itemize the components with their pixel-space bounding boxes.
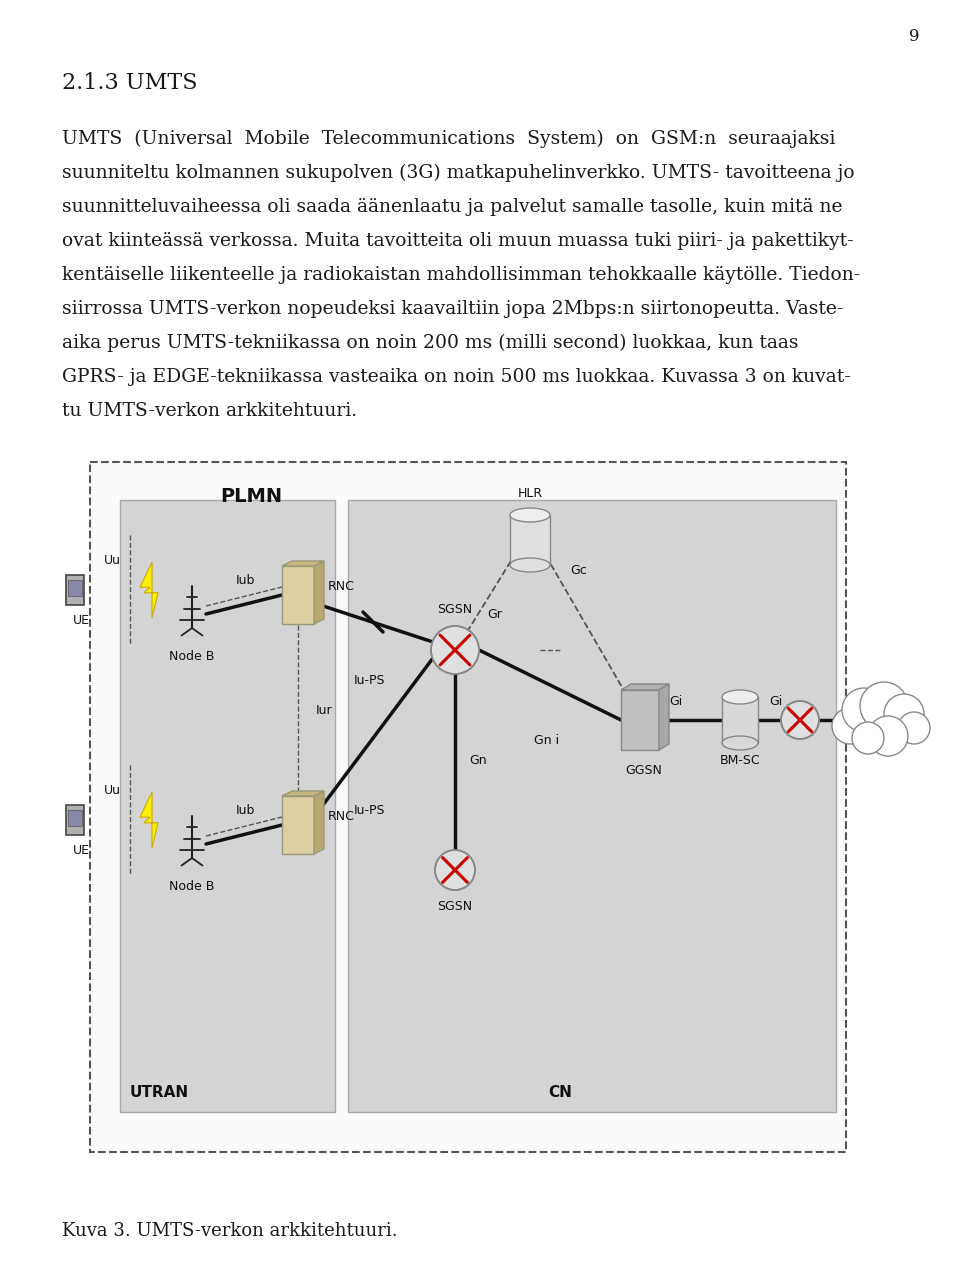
- Text: RNC: RNC: [328, 581, 355, 593]
- Text: siirrossa UMTS-verkon nopeudeksi kaavailtiin jopa 2Mbps:n siirtonopeutta. Vaste-: siirrossa UMTS-verkon nopeudeksi kaavail…: [62, 300, 844, 318]
- Text: Gc: Gc: [570, 564, 587, 577]
- Ellipse shape: [510, 558, 550, 572]
- Text: Iu-PS: Iu-PS: [354, 674, 386, 686]
- Circle shape: [435, 850, 475, 889]
- Text: SGSN: SGSN: [438, 900, 472, 914]
- Ellipse shape: [722, 690, 758, 704]
- Circle shape: [431, 627, 479, 674]
- Text: (e.g. Internet): (e.g. Internet): [839, 729, 917, 739]
- Bar: [282, 567, 314, 624]
- Polygon shape: [140, 792, 158, 849]
- Text: Node B: Node B: [169, 880, 215, 893]
- Circle shape: [898, 712, 930, 744]
- Text: CN: CN: [548, 1085, 572, 1100]
- Bar: [348, 500, 836, 1111]
- Text: suunnitteluvaiheessa oli saada äänenlaatu ja palvelut samalle tasolle, kuin mitä: suunnitteluvaiheessa oli saada äänenlaat…: [62, 198, 843, 216]
- Text: Iur: Iur: [316, 703, 332, 717]
- Text: Gi: Gi: [669, 695, 683, 708]
- Text: RNC: RNC: [328, 810, 355, 823]
- Circle shape: [842, 688, 886, 732]
- Bar: [66, 575, 84, 605]
- Bar: [68, 810, 82, 826]
- Text: UTRAN: UTRAN: [130, 1085, 189, 1100]
- Circle shape: [832, 708, 868, 744]
- Polygon shape: [314, 791, 324, 854]
- Bar: [120, 500, 335, 1111]
- Text: BM-SC: BM-SC: [720, 754, 760, 767]
- Bar: [68, 581, 82, 596]
- Polygon shape: [282, 791, 324, 796]
- Text: Gn i: Gn i: [535, 734, 560, 746]
- Text: aika perus UMTS-tekniikassa on noin 200 ms (milli second) luokkaa, kun taas: aika perus UMTS-tekniikassa on noin 200 …: [62, 334, 799, 352]
- Text: ovat kiinteässä verkossa. Muita tavoitteita oli muun muassa tuki piiri- ja paket: ovat kiinteässä verkossa. Muita tavoitte…: [62, 232, 853, 250]
- Text: Gn: Gn: [469, 754, 487, 767]
- Text: Node B: Node B: [169, 649, 215, 664]
- Text: Gr: Gr: [487, 607, 502, 620]
- Text: PLMN: PLMN: [220, 486, 282, 505]
- Text: GGSN: GGSN: [626, 764, 662, 777]
- Bar: [722, 697, 758, 743]
- Polygon shape: [282, 561, 324, 567]
- Text: Uu: Uu: [104, 783, 121, 796]
- Text: UE: UE: [73, 614, 90, 627]
- Text: UMTS  (Universal  Mobile  Telecommunications  System)  on  GSM:n  seuraajaksi: UMTS (Universal Mobile Telecommunication…: [62, 130, 835, 148]
- Bar: [510, 516, 550, 565]
- Text: UE: UE: [73, 843, 90, 856]
- Text: Kuva 3. UMTS-verkon arkkitehtuuri.: Kuva 3. UMTS-verkon arkkitehtuuri.: [62, 1222, 397, 1240]
- Text: PDN: PDN: [863, 709, 893, 722]
- Text: Gi: Gi: [769, 695, 782, 708]
- Text: kentäiselle liikenteelle ja radiokaistan mahdollisimman tehokkaalle käytölle. Ti: kentäiselle liikenteelle ja radiokaistan…: [62, 265, 860, 285]
- Circle shape: [860, 681, 908, 730]
- Circle shape: [852, 722, 884, 754]
- Bar: [90, 462, 846, 1152]
- Text: tu UMTS-verkon arkkitehtuuri.: tu UMTS-verkon arkkitehtuuri.: [62, 402, 357, 420]
- Polygon shape: [621, 684, 669, 690]
- Text: SGSN: SGSN: [438, 604, 472, 616]
- Text: Iub: Iub: [235, 573, 254, 587]
- Bar: [282, 796, 314, 854]
- Text: GPRS- ja EDGE-tekniikassa vasteaika on noin 500 ms luokkaa. Kuvassa 3 on kuvat-: GPRS- ja EDGE-tekniikassa vasteaika on n…: [62, 367, 851, 387]
- Ellipse shape: [838, 702, 918, 746]
- Text: suunniteltu kolmannen sukupolven (3G) matkapuhelinverkko. UMTS- tavoitteena jo: suunniteltu kolmannen sukupolven (3G) ma…: [62, 165, 854, 182]
- Text: Iu-PS: Iu-PS: [354, 804, 386, 817]
- Text: HLR: HLR: [517, 487, 542, 500]
- Circle shape: [884, 694, 924, 734]
- Polygon shape: [659, 684, 669, 750]
- Ellipse shape: [510, 508, 550, 522]
- Text: 9: 9: [909, 28, 920, 45]
- Text: Iub: Iub: [235, 804, 254, 817]
- Text: 2.1.3 UMTS: 2.1.3 UMTS: [62, 71, 198, 94]
- Bar: [621, 690, 659, 750]
- Circle shape: [868, 716, 908, 755]
- Polygon shape: [314, 561, 324, 624]
- Circle shape: [781, 701, 819, 739]
- Polygon shape: [140, 561, 158, 618]
- Ellipse shape: [722, 736, 758, 750]
- Bar: [66, 805, 84, 835]
- Text: Uu: Uu: [104, 554, 121, 567]
